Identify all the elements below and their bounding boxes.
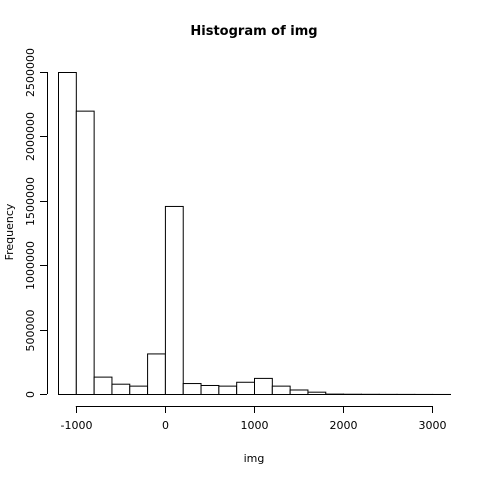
histogram-bar: [129, 385, 149, 395]
y-tick-label: 2500000: [24, 48, 37, 97]
x-axis: -1000 0 1000 2000 3000: [61, 406, 447, 432]
histogram-bar: [75, 110, 95, 395]
x-tick-label: 3000: [419, 419, 447, 432]
x-tick-label: 2000: [330, 419, 358, 432]
histogram-bar: [236, 381, 256, 396]
bars-group: [58, 72, 452, 396]
histogram-bar: [254, 377, 273, 395]
histogram-bar: [58, 72, 77, 395]
y-axis-label: Frequency: [3, 203, 16, 260]
histogram-bar: [271, 385, 291, 395]
y-tick-label: 1000000: [24, 241, 37, 290]
histogram-bar: [289, 389, 309, 396]
histogram-bar: [111, 383, 131, 396]
y-tick-label: 1500000: [24, 177, 37, 226]
y-tick-label: 0: [24, 391, 37, 398]
histogram-bar: [218, 385, 238, 395]
x-tick-label: 0: [162, 419, 169, 432]
x-tick-label: 1000: [241, 419, 269, 432]
x-axis-label: img: [244, 452, 265, 465]
histogram-bar: [147, 353, 166, 396]
histogram-bar: [182, 383, 202, 396]
histogram-bar: [164, 205, 184, 395]
histogram-bar: [93, 376, 113, 395]
y-tick-label: 500000: [24, 310, 37, 352]
histogram-bar: [200, 384, 220, 396]
histogram-bar: [307, 391, 327, 396]
chart-title: Histogram of img: [190, 24, 317, 39]
y-axis: 0 500000 1000000 1500000 2000000 2500000: [24, 48, 48, 398]
x-tick-label: -1000: [61, 419, 93, 432]
y-tick-label: 2000000: [24, 112, 37, 161]
